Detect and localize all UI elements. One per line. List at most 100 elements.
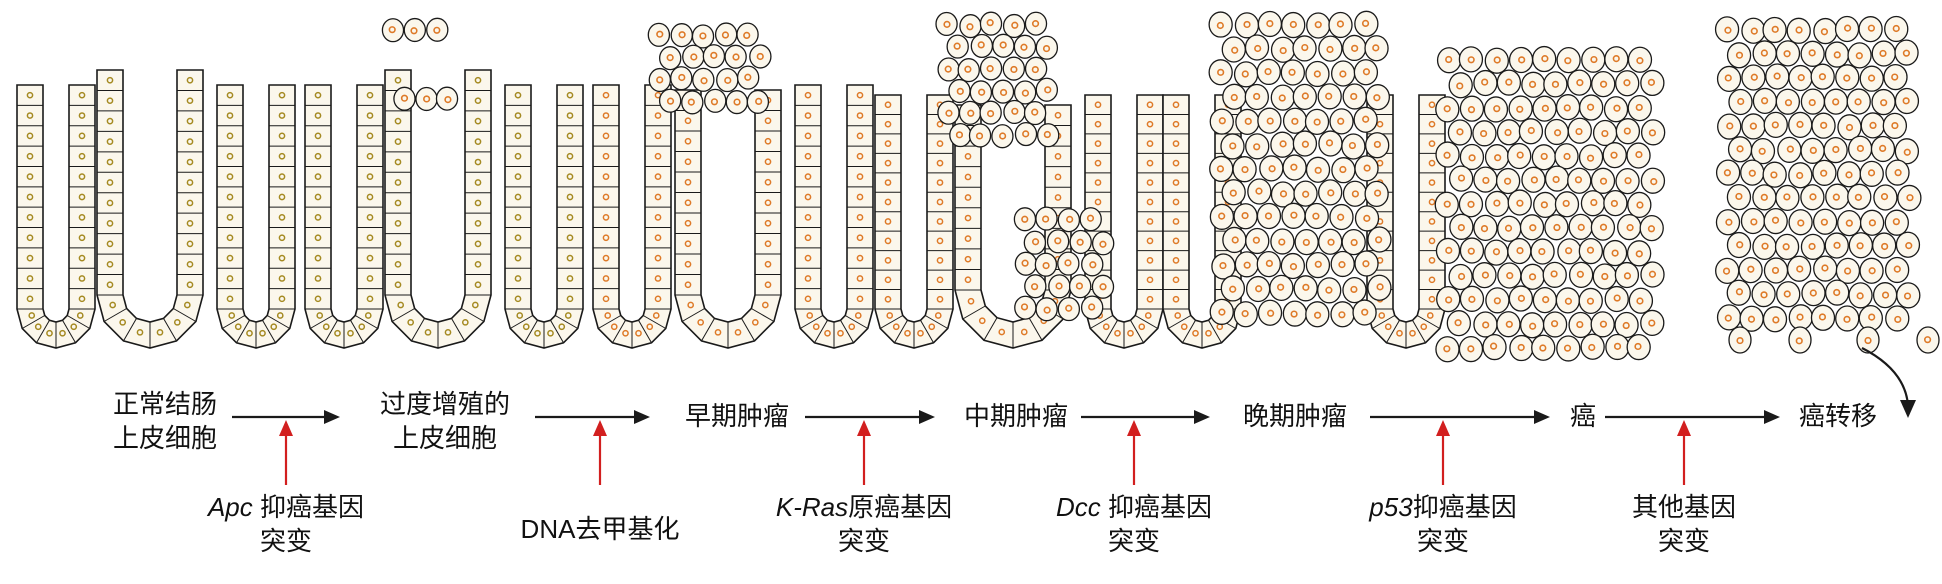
tumor-cell — [1810, 304, 1836, 331]
cell-nucleus — [936, 159, 944, 167]
cell-nucleus — [1867, 24, 1876, 32]
tumor-cell — [1615, 168, 1640, 195]
cell-nucleus — [697, 318, 705, 326]
crypt — [504, 84, 584, 349]
cell-nucleus — [1043, 130, 1051, 139]
cell-nucleus — [1636, 201, 1644, 209]
cell-nucleus — [1351, 44, 1359, 52]
tumor-cell — [1786, 17, 1811, 44]
tumor-cell — [1472, 120, 1497, 147]
tumor-cell — [1507, 237, 1532, 265]
cell-nucleus — [226, 254, 234, 262]
cell-wall — [309, 315, 333, 329]
cell-nucleus — [1623, 272, 1632, 280]
tumor-cell — [1352, 299, 1377, 326]
cell-wall — [1028, 317, 1043, 341]
cell-nucleus — [1832, 145, 1840, 154]
cell-nucleus — [1337, 213, 1345, 221]
cell-nucleus — [444, 95, 452, 104]
cell-nucleus — [804, 91, 812, 99]
tumor-cell — [1859, 209, 1885, 236]
cell-nucleus — [106, 117, 114, 125]
tumor-cell — [1580, 333, 1605, 360]
cell-nucleus — [804, 193, 812, 201]
gene-name: K-Ras — [775, 492, 849, 522]
cell-nucleus — [1044, 86, 1052, 94]
cell-nucleus — [1809, 193, 1817, 201]
tumor-cell — [1640, 69, 1665, 97]
tumor-cell — [1318, 130, 1343, 157]
cell-nucleus — [1314, 21, 1322, 29]
cell-nucleus — [1577, 223, 1585, 231]
cell-wall — [36, 320, 50, 344]
cell-nucleus — [1574, 176, 1583, 184]
tumor-cell — [1257, 10, 1283, 38]
tumor-cell — [1292, 83, 1317, 110]
cell-nucleus — [1820, 169, 1828, 177]
cell-nucleus — [186, 220, 194, 227]
event-text-line2: 突变 — [1657, 526, 1711, 556]
cell-nucleus — [1648, 270, 1657, 278]
tumor-cell — [1023, 100, 1047, 126]
tumor-cell — [1543, 71, 1568, 98]
cell-nucleus — [936, 218, 944, 225]
tumor-cell — [1293, 275, 1318, 302]
cell-nucleus — [1099, 240, 1107, 248]
cell-nucleus — [1563, 152, 1571, 161]
stage-arrow — [1370, 410, 1550, 424]
tumor-cell — [979, 11, 1003, 36]
cell-nucleus — [78, 234, 86, 242]
cell-nucleus — [1022, 130, 1030, 138]
cell-nucleus — [732, 53, 740, 61]
tumor-cell — [1342, 276, 1367, 304]
cell-nucleus — [1339, 70, 1347, 78]
cell-nucleus — [522, 323, 530, 331]
cell-nucleus — [1782, 243, 1790, 251]
tumor-cell — [1222, 226, 1247, 254]
cell-nucleus — [1599, 223, 1608, 231]
cell-nucleus — [964, 153, 972, 160]
tumor-cell — [1342, 180, 1368, 207]
cell-nucleus — [1867, 169, 1876, 177]
cell-nucleus — [687, 301, 695, 309]
cell-nucleus — [1494, 154, 1502, 162]
stage-label-line1: 癌 — [1569, 402, 1597, 432]
tumor-cell — [1531, 144, 1557, 171]
tumor-cell — [1270, 228, 1295, 255]
tumor-cell — [1259, 155, 1284, 182]
cell-nucleus — [394, 179, 402, 186]
tumor-cell — [949, 122, 972, 148]
cell-nucleus — [917, 329, 924, 337]
cell-nucleus — [1506, 272, 1514, 280]
event-text-line2: 突变 — [837, 526, 891, 556]
tumor-cell — [1448, 165, 1474, 192]
cell-nucleus — [854, 312, 862, 319]
cell-nucleus — [1336, 20, 1345, 28]
cell-nucleus — [394, 117, 402, 125]
cell-nucleus — [1290, 310, 1298, 318]
cell-nucleus — [474, 158, 482, 166]
cell-nucleus — [1855, 52, 1863, 60]
tumor-cell — [1091, 231, 1115, 256]
tumor-cell — [1281, 11, 1306, 39]
cell-nucleus — [26, 275, 34, 282]
crypt — [874, 94, 954, 349]
cell-nucleus — [699, 32, 707, 40]
stage-arrow — [232, 410, 340, 424]
tumor-cell — [1872, 232, 1897, 259]
tumor-cell — [1046, 229, 1070, 254]
cell-nucleus — [1736, 241, 1744, 249]
tumor-cell — [1057, 297, 1081, 322]
cell-nucleus — [1750, 218, 1758, 226]
cell-nucleus — [804, 295, 812, 303]
cell-nucleus — [514, 275, 522, 282]
tumor-cell — [1775, 40, 1801, 67]
cell-nucleus — [684, 178, 692, 186]
tumor-cell — [1209, 108, 1234, 135]
cell-nucleus — [276, 312, 284, 319]
cell-nucleus — [1054, 111, 1062, 119]
cell-nucleus — [186, 240, 194, 248]
tumor-cell — [647, 22, 671, 47]
cell-nucleus — [1350, 92, 1358, 101]
cell-wall — [324, 320, 338, 344]
